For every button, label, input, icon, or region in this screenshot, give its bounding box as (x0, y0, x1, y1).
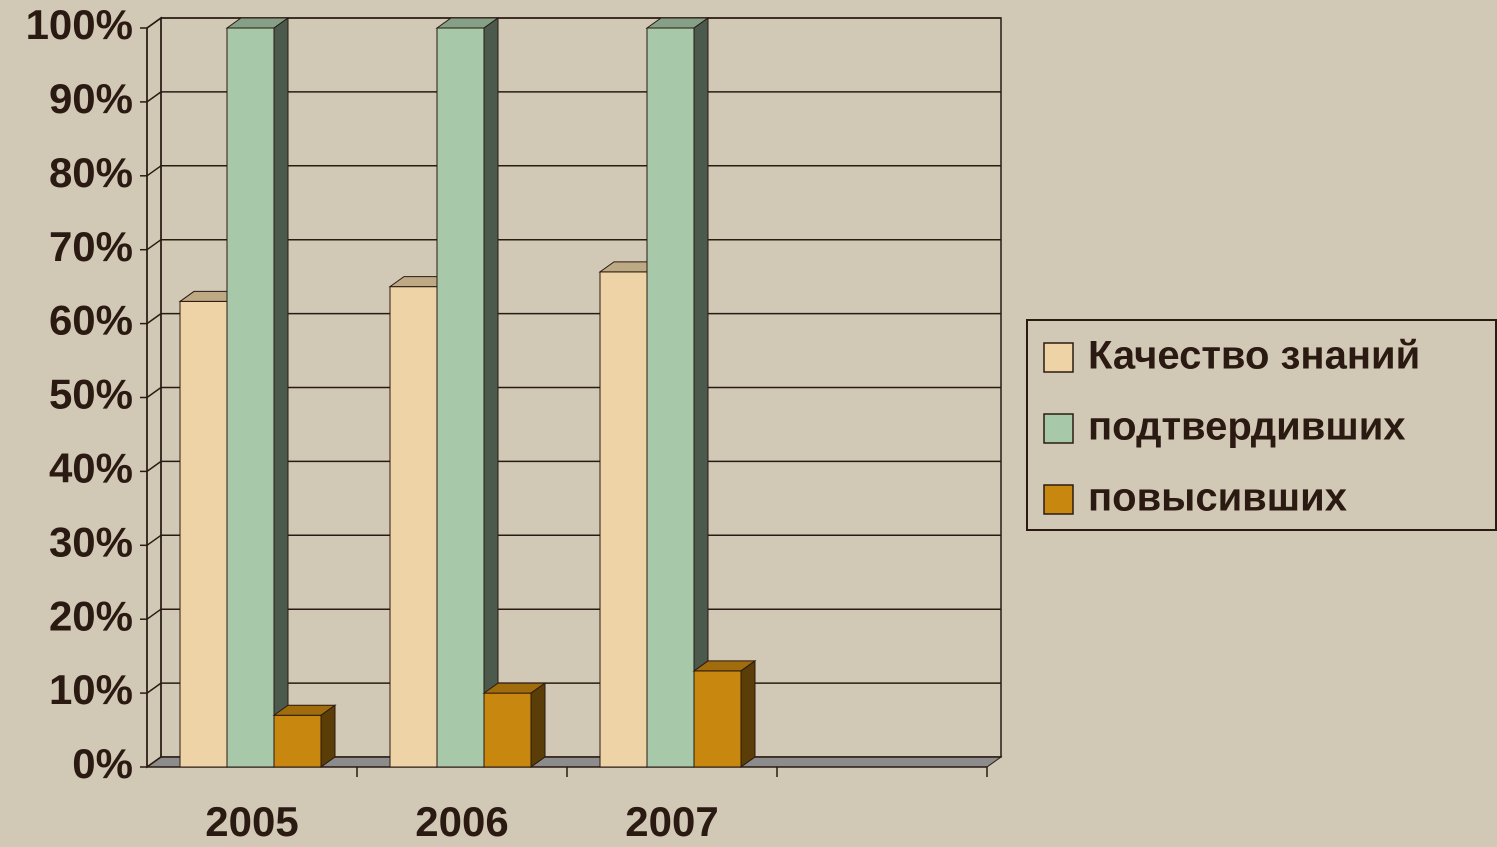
y-tick-label: 50% (49, 371, 133, 418)
bar-side (693, 17, 709, 768)
legend-swatch (1043, 413, 1074, 444)
bar (436, 27, 485, 768)
bar (599, 271, 648, 768)
bar-side (320, 704, 336, 768)
bar (483, 692, 532, 768)
grid-line-side (146, 534, 162, 546)
legend-label: повысивших (1088, 476, 1347, 520)
y-tick-label: 0% (72, 740, 133, 787)
y-tick-label: 40% (49, 444, 133, 491)
bar (179, 300, 228, 768)
legend-label: Качество знаний (1088, 334, 1420, 378)
x-tick-label: 2007 (625, 798, 718, 845)
grid-line-side (146, 91, 162, 103)
legend-swatch (1043, 342, 1074, 373)
grid-line-side (146, 682, 162, 694)
y-tick-label: 100% (26, 1, 133, 48)
y-tick-label: 10% (49, 666, 133, 713)
grid-line-side (146, 386, 162, 399)
bar-side (740, 659, 756, 768)
legend-box (1026, 319, 1497, 531)
grid-line-side (146, 165, 162, 177)
bar (226, 27, 275, 768)
bar (273, 714, 322, 768)
grid-line-side (146, 460, 162, 473)
bar (389, 286, 438, 768)
y-tick-label: 80% (49, 149, 133, 196)
y-tick-label: 60% (49, 297, 133, 344)
y-tick-label: 20% (49, 592, 133, 639)
x-tick-label: 2005 (205, 798, 298, 845)
legend-label: подтвердивших (1088, 405, 1406, 449)
x-tick-label: 2006 (415, 798, 508, 845)
legend-swatch (1043, 484, 1074, 515)
bar-side (273, 17, 289, 768)
y-tick-label: 70% (49, 223, 133, 270)
y-tick-label: 90% (49, 75, 133, 122)
y-tick-label: 30% (49, 518, 133, 565)
bar (646, 27, 695, 768)
bar-side (530, 682, 546, 768)
grid-line-side (146, 17, 162, 29)
bar (693, 670, 742, 768)
grid-line-side (146, 312, 162, 325)
bar-side (483, 17, 499, 768)
grid-line-side (146, 756, 162, 768)
grid-line-side (146, 608, 162, 620)
grid-line-side (146, 239, 162, 251)
